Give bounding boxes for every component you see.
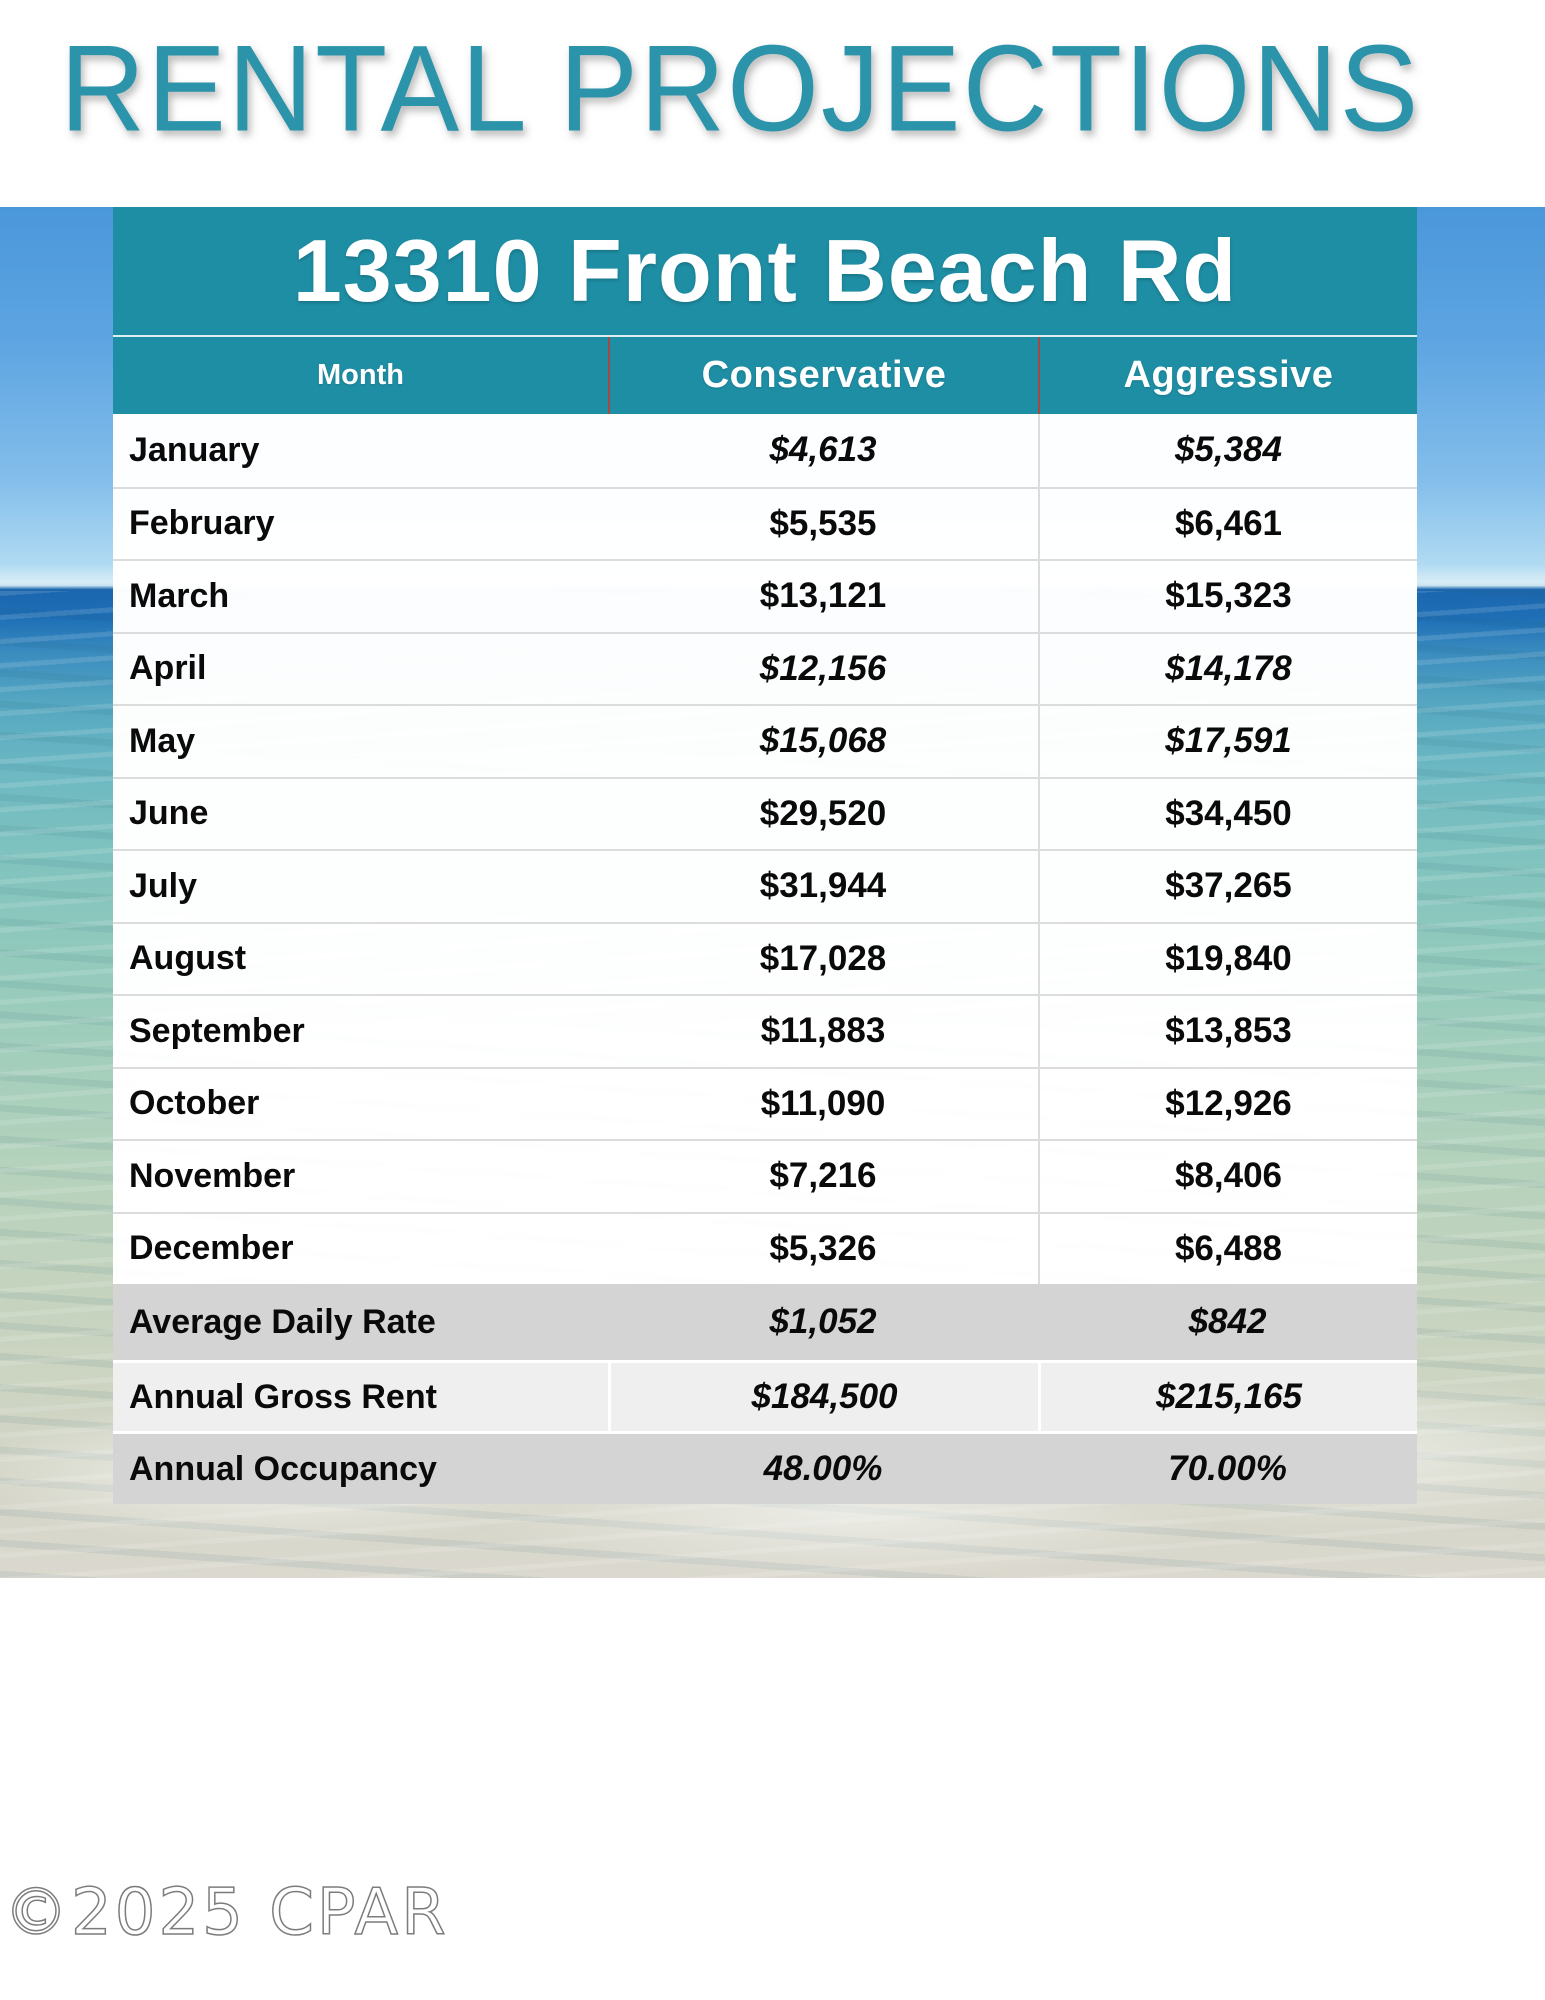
month-cell: March (129, 576, 230, 615)
aggressive-value: $8,406 (1038, 1141, 1417, 1212)
column-header-month: Month (317, 359, 404, 391)
summary-aggressive-value: $842 (1188, 1302, 1267, 1341)
table-row: May $15,068 $17,591 (113, 704, 1417, 777)
summary-row: Average Daily Rate $1,052 $842 (113, 1284, 1417, 1360)
column-header-aggressive: Aggressive (1038, 337, 1417, 414)
table-row: March $13,121 $15,323 (113, 559, 1417, 632)
month-cell: December (129, 1229, 294, 1268)
summary-conservative-value: 48.00% (763, 1449, 883, 1488)
conservative-value: $15,068 (759, 721, 887, 761)
month-cell: November (129, 1156, 296, 1195)
conservative-value: $12,156 (759, 648, 887, 688)
summary-aggressive-value: 70.00% (1168, 1449, 1287, 1488)
conservative-value: $7,216 (769, 1156, 877, 1196)
month-cell: June (129, 794, 209, 833)
aggressive-value: $37,265 (1038, 851, 1417, 922)
summary-row: Annual Gross Rent $184,500 $215,165 (113, 1360, 1417, 1434)
month-cell: January (129, 430, 260, 469)
column-header-conservative: Conservative (607, 337, 1038, 414)
month-cell: September (129, 1011, 305, 1050)
table-summary: Average Daily Rate $1,052 $842 Annual Gr… (113, 1284, 1417, 1504)
table-row: September $11,883 $13,853 (113, 994, 1417, 1067)
month-cell: April (129, 649, 207, 688)
aggressive-value: $6,461 (1038, 488, 1417, 559)
table-row: June $29,520 $34,450 (113, 776, 1417, 849)
aggressive-value: $17,591 (1038, 706, 1417, 777)
conservative-value: $11,090 (760, 1083, 886, 1123)
conservative-value: $29,520 (759, 793, 887, 833)
month-cell: May (129, 721, 196, 760)
table-row: October $11,090 $12,926 (113, 1066, 1417, 1139)
conservative-value: $5,535 (769, 503, 877, 543)
table-row: November $7,216 $8,406 (113, 1139, 1417, 1212)
summary-conservative-value: $184,500 (607, 1363, 1038, 1431)
table-row: December $5,326 $6,488 (113, 1211, 1417, 1284)
month-cell: February (129, 504, 275, 543)
conservative-value: $31,944 (759, 866, 887, 906)
aggressive-value: $12,926 (1038, 1068, 1417, 1139)
conservative-value: $17,028 (759, 938, 887, 978)
aggressive-value: $15,323 (1038, 561, 1417, 632)
conservative-value: $4,613 (769, 430, 877, 470)
month-cell: July (129, 866, 198, 905)
summary-conservative-value: $1,052 (769, 1302, 877, 1341)
aggressive-value: $14,178 (1038, 633, 1417, 704)
conservative-value: $5,326 (769, 1228, 877, 1268)
table-body: January $4,613 $5,384 February $5,535 $6… (113, 414, 1417, 1284)
table-row: July $31,944 $37,265 (113, 849, 1417, 922)
property-address: 13310 Front Beach Rd (113, 207, 1417, 335)
table-row: April $12,156 $14,178 (113, 631, 1417, 704)
top-title-band: RENTAL PROJECTIONS (0, 0, 1545, 207)
rental-projection-table: 13310 Front Beach Rd Month Conservative … (113, 207, 1417, 1504)
page-title: RENTAL PROJECTIONS (60, 20, 1421, 158)
summary-label: Annual Gross Rent (129, 1377, 437, 1416)
summary-label: Annual Occupancy (129, 1449, 437, 1488)
aggressive-value: $34,450 (1038, 778, 1417, 849)
table-row: February $5,535 $6,461 (113, 486, 1417, 559)
table-row: January $4,613 $5,384 (113, 414, 1417, 487)
conservative-value: $13,121 (759, 576, 887, 616)
month-cell: August (129, 939, 247, 978)
summary-row: Annual Occupancy 48.00% 70.00% (113, 1434, 1417, 1504)
aggressive-value: $5,384 (1038, 414, 1417, 487)
aggressive-value: $13,853 (1038, 996, 1417, 1067)
aggressive-value: $19,840 (1038, 923, 1417, 994)
month-cell: October (129, 1084, 260, 1123)
conservative-value: $11,883 (760, 1011, 886, 1051)
copyright-watermark: ©2025 CPAR (3, 1875, 449, 1951)
summary-label: Average Daily Rate (129, 1302, 436, 1341)
table-row: August $17,028 $19,840 (113, 921, 1417, 994)
summary-aggressive-value: $215,165 (1038, 1363, 1417, 1431)
table-header-row: Month Conservative Aggressive (113, 335, 1417, 414)
aggressive-value: $6,488 (1038, 1213, 1417, 1284)
